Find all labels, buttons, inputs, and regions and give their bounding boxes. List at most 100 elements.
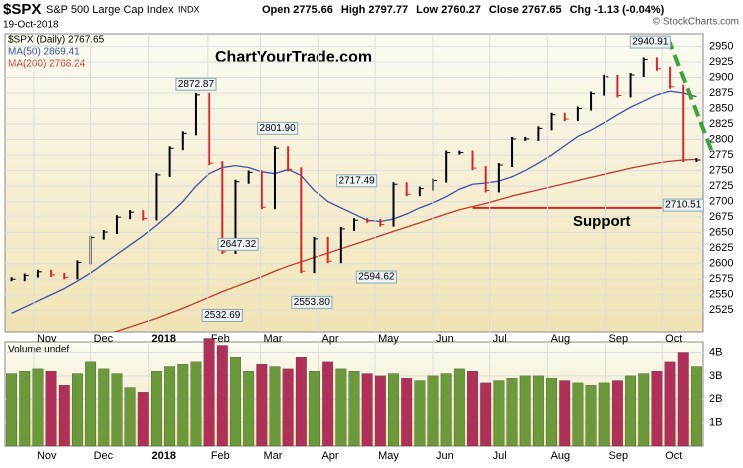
x-tick-label: May xyxy=(378,450,399,462)
price-bar xyxy=(194,92,197,136)
volume-bar xyxy=(453,368,465,447)
legend-price: $SPX (Daily) 2767.65 xyxy=(8,35,105,46)
price-bar xyxy=(550,112,553,131)
volume-bar xyxy=(546,378,557,447)
support-label: Support xyxy=(573,213,631,230)
volume-bar xyxy=(322,361,334,447)
volume-bar xyxy=(348,371,360,447)
volume-bar xyxy=(480,382,492,447)
y-tick-label: 2775 xyxy=(709,149,733,161)
x-tick-label: Oct xyxy=(665,333,682,345)
volume-bar xyxy=(506,378,518,447)
volume-bar xyxy=(256,364,268,447)
volume-bar xyxy=(269,366,281,447)
quote-label: Chg xyxy=(570,4,591,16)
y-tick-label: 2600 xyxy=(709,258,733,270)
volume-bar xyxy=(111,373,123,447)
price-bar xyxy=(63,272,66,280)
annotation: 2553.80 xyxy=(294,297,331,308)
price-bar xyxy=(102,230,105,240)
x-tick-label: Feb xyxy=(211,333,230,345)
y-tick-label: 2725 xyxy=(709,180,733,192)
volume-bar xyxy=(374,375,386,447)
price-bar xyxy=(273,146,276,210)
price-bar xyxy=(326,236,329,264)
symbol: $SPX xyxy=(3,1,41,18)
volume-bar xyxy=(124,387,136,447)
y-tick-label: 2750 xyxy=(709,164,733,176)
annotation-box xyxy=(291,295,333,309)
volume-bar xyxy=(598,382,610,447)
price-bar xyxy=(484,166,487,193)
x-tick-label: 2018 xyxy=(152,450,176,462)
x-tick-label: Nov xyxy=(37,450,57,462)
volume-bar xyxy=(467,371,478,447)
volume-bar xyxy=(190,361,202,447)
volume-bar xyxy=(295,357,307,447)
legend-ma50: MA(50) 2869.41 xyxy=(8,47,80,58)
y-tick-label: 2550 xyxy=(709,289,733,301)
volume-bar xyxy=(58,385,70,447)
x-tick-label: Jun xyxy=(436,333,454,345)
x-tick-label: Apr xyxy=(321,333,338,345)
volume-bar xyxy=(677,352,689,447)
y-tick-label: 2575 xyxy=(709,273,733,285)
price-bar xyxy=(563,112,566,122)
volume-bar xyxy=(45,371,57,447)
quote-label: High xyxy=(341,4,366,16)
price-bar xyxy=(471,150,474,171)
quote-label: Close xyxy=(489,4,519,16)
price-bar xyxy=(208,92,211,166)
volume-bar xyxy=(216,345,228,447)
y-tick-label: 2950 xyxy=(709,40,733,52)
x-tick-label: Jun xyxy=(436,450,454,462)
y-tick-label: 2825 xyxy=(709,118,733,130)
price-bar xyxy=(590,91,593,111)
quote-label: Low xyxy=(416,4,438,16)
x-tick-label: Jul xyxy=(493,333,507,345)
price-bar xyxy=(537,126,540,141)
volume-bar xyxy=(690,366,702,447)
v-tick-label: 1B xyxy=(709,417,722,429)
price-bar xyxy=(405,182,408,197)
volume-bar xyxy=(651,371,663,447)
annotation-box xyxy=(175,77,217,91)
y-tick-label: 2800 xyxy=(709,133,733,145)
volume-bar xyxy=(6,373,18,447)
quote-label: Open xyxy=(262,4,290,16)
x-tick-label: Oct xyxy=(665,450,682,462)
volume-bar xyxy=(309,371,320,447)
x-tick-label: Sep xyxy=(609,333,629,345)
annotation: 2801.90 xyxy=(260,123,297,134)
price-bar xyxy=(234,179,237,254)
watermark: ChartYourTrade.com xyxy=(215,49,372,66)
price-bar xyxy=(418,186,421,197)
x-tick-label: Apr xyxy=(321,450,338,462)
y-tick-label: 2525 xyxy=(709,304,733,316)
x-tick-label: Nov xyxy=(37,333,57,345)
x-tick-label: Mar xyxy=(263,450,282,462)
volume-bar xyxy=(493,380,505,447)
volume-bar xyxy=(440,373,452,447)
v-tick-label: 2B xyxy=(709,393,722,405)
volume-bar xyxy=(611,380,623,447)
price-bar xyxy=(221,161,224,254)
volume-bar xyxy=(401,378,413,447)
annotation-box xyxy=(201,308,243,322)
price-bar xyxy=(129,210,132,220)
x-tick-label: 2018 xyxy=(152,333,176,345)
x-tick-label: Jul xyxy=(493,450,507,462)
x-tick-label: May xyxy=(378,333,399,345)
volume-bar xyxy=(137,392,149,447)
x-tick-label: Aug xyxy=(551,450,571,462)
moving-average xyxy=(112,158,697,332)
volume-bar xyxy=(230,357,241,447)
volume-bar xyxy=(427,375,439,447)
y-tick-label: 2875 xyxy=(709,87,733,99)
quote-value: 2767.65 xyxy=(522,4,562,16)
price-bar xyxy=(36,269,39,278)
annotation: 2940.91 xyxy=(632,37,669,48)
price-bar xyxy=(616,74,619,98)
legend-volume: Volume undef xyxy=(8,345,69,356)
